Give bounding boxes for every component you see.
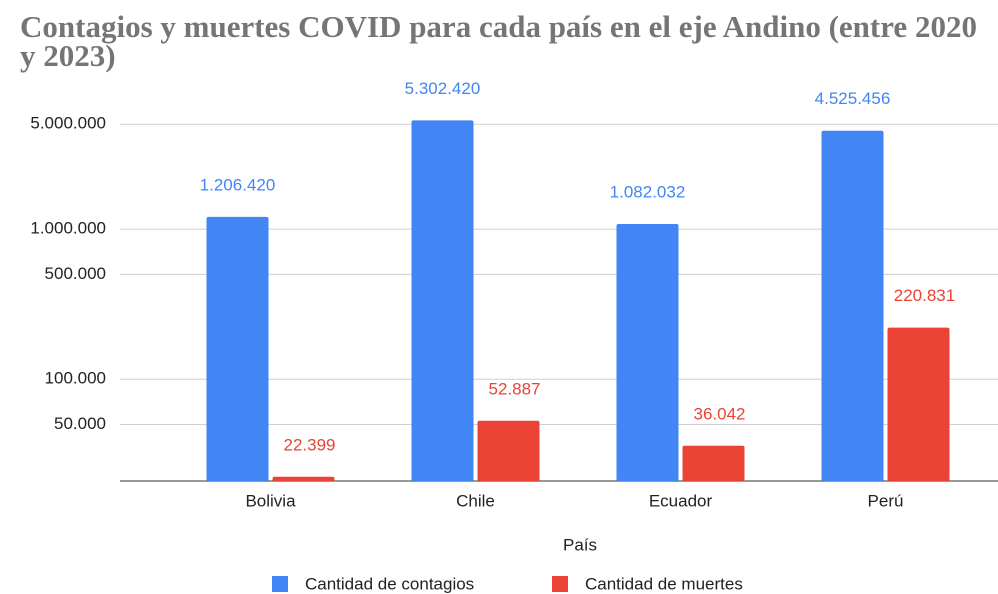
y-tick-label: 500.000 [45, 264, 106, 283]
x-axis-label: País [563, 535, 597, 554]
bar [477, 420, 540, 481]
legend-swatch [552, 576, 568, 592]
bar [616, 223, 679, 481]
bar [887, 327, 950, 481]
y-tick-label: 1.000.000 [30, 219, 106, 238]
data-label: 4.525.456 [815, 89, 891, 108]
bar [272, 476, 335, 481]
legend-label: Cantidad de contagios [305, 574, 474, 593]
chart-title: Contagios y muertes COVID para cada país… [20, 9, 977, 73]
y-tick-label: 100.000 [45, 369, 106, 388]
x-tick-label: Chile [456, 491, 495, 510]
x-tick-label: Perú [868, 491, 904, 510]
legend-swatch [272, 576, 288, 592]
bar [206, 216, 269, 481]
x-tick-label: Bolivia [245, 491, 296, 510]
data-label: 22.399 [284, 435, 336, 454]
bar [821, 130, 884, 481]
data-label: 1.082.032 [610, 182, 686, 201]
legend-label: Cantidad de muertes [585, 574, 743, 593]
data-label: 5.302.420 [405, 79, 481, 98]
y-tick-label: 50.000 [54, 414, 106, 433]
data-label: 52.887 [489, 379, 541, 398]
bar [682, 445, 745, 481]
data-label: 36.042 [694, 404, 746, 423]
data-label: 1.206.420 [200, 175, 276, 194]
data-label: 220.831 [894, 286, 955, 305]
bar [411, 120, 474, 482]
x-tick-label: Ecuador [649, 491, 713, 510]
y-tick-label: 5.000.000 [30, 114, 106, 133]
